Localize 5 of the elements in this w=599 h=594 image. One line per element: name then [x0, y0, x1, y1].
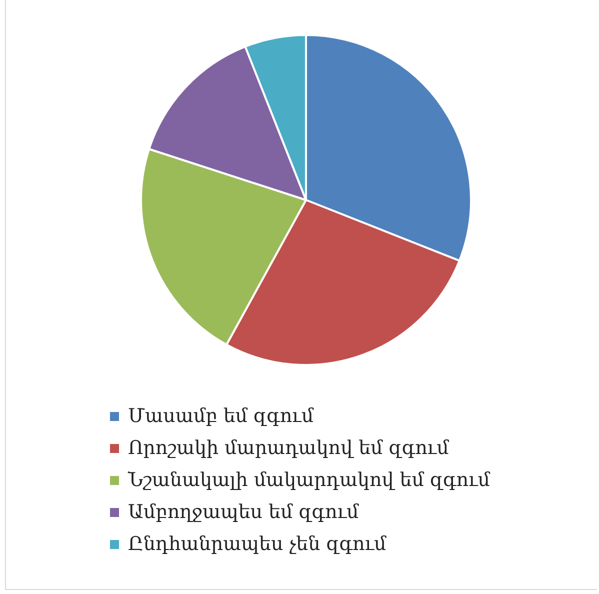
legend-label: Մասամբ եմ զգում — [128, 405, 314, 427]
legend-label: Նշանակալի մակարդակով եմ զգում — [128, 469, 490, 491]
legend-label: Որոշակի մարադակով եմ զգում — [128, 437, 449, 459]
legend-label: Ընդհանրապես չեն զգում — [128, 533, 386, 555]
legend-label: Ամբողջապես եմ զգում — [128, 501, 359, 523]
